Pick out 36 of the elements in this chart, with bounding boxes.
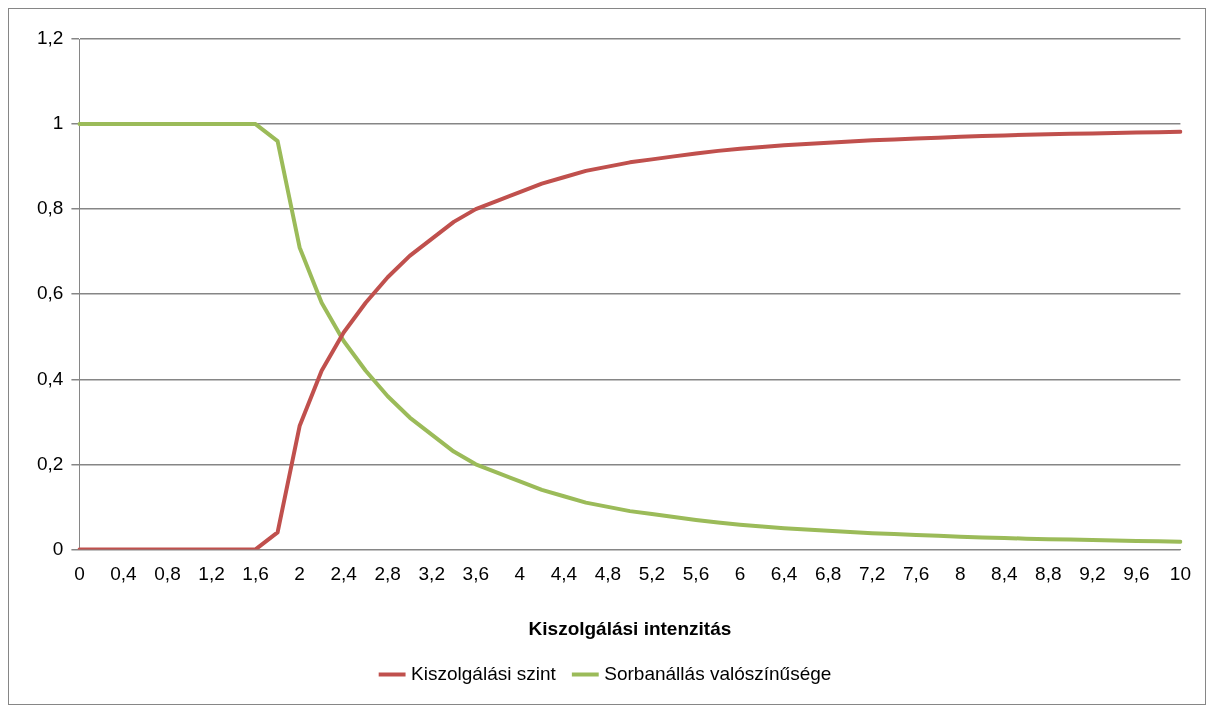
x-tick-label: 8 — [954, 563, 966, 585]
x-tick-label: 7,6 — [902, 563, 930, 585]
x-tick-label: 0 — [74, 563, 85, 585]
x-tick-label: 4,8 — [594, 563, 622, 585]
x-tick-label: 6 — [734, 563, 746, 585]
x-tick-label: 2 — [294, 563, 305, 585]
x-tick-label: 4,4 — [550, 563, 578, 585]
y-tick-label: 0 — [52, 537, 64, 559]
legend-label: Kiszolgálási szint — [411, 662, 557, 684]
y-tick-label: 1,2 — [36, 27, 64, 49]
y-tick-label: 0,2 — [36, 452, 64, 474]
x-tick-label: 0,4 — [110, 563, 138, 585]
x-tick-label: 6,4 — [770, 563, 798, 585]
y-tick-label: 0,8 — [36, 197, 64, 219]
x-tick-label: 3,6 — [462, 563, 489, 585]
x-axis-title: Kiszolgálási intenzitás — [528, 617, 732, 639]
x-tick-label: 8,4 — [991, 563, 1018, 585]
x-tick-label: 8,8 — [1035, 563, 1062, 585]
y-tick-label: 1 — [52, 112, 64, 134]
x-tick-label: 0,8 — [154, 563, 181, 585]
y-tick-label: 0,4 — [36, 367, 64, 389]
x-tick-label: 3,2 — [418, 563, 445, 585]
x-tick-label: 5,6 — [682, 563, 710, 585]
x-tick-label: 9,2 — [1079, 563, 1106, 585]
x-tick-label: 1,6 — [242, 563, 269, 585]
x-tick-label: 2,8 — [374, 563, 401, 585]
x-tick-label: 2,4 — [330, 563, 358, 585]
x-tick-label: 9,6 — [1123, 563, 1150, 585]
x-tick-label: 6,8 — [814, 563, 842, 585]
y-tick-label: 0,6 — [36, 282, 64, 304]
x-tick-label: 5,2 — [638, 563, 666, 585]
x-tick-label: 10 — [1169, 563, 1191, 585]
x-tick-label: 7,2 — [858, 563, 886, 585]
x-tick-label: 1,2 — [198, 563, 225, 585]
x-tick-label: 4 — [514, 563, 526, 585]
legend-label: Sorbanállás valószínűsége — [604, 662, 832, 684]
